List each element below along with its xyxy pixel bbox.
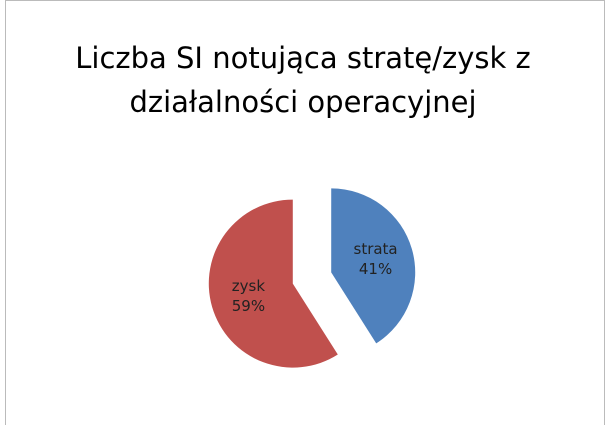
slice-category-label: zysk <box>232 277 266 295</box>
slice-value-label: 59% <box>232 297 265 315</box>
chart-title: Liczba SI notująca stratę/zysk z działal… <box>75 41 531 119</box>
pie-slice <box>208 199 338 368</box>
chart-border <box>5 0 605 425</box>
slice-category-label: strata <box>354 240 398 258</box>
slice-value-label: 41% <box>359 260 392 278</box>
pie-slice <box>331 188 416 344</box>
